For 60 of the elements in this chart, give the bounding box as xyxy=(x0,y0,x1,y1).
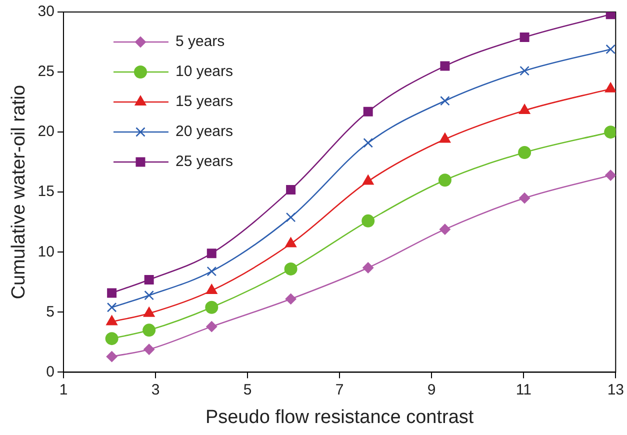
x-tick-label: 9 xyxy=(427,381,436,398)
point xyxy=(520,66,530,76)
legend-label: 25 years xyxy=(175,153,234,170)
point xyxy=(107,288,117,298)
point xyxy=(605,170,616,181)
legend-label: 5 years xyxy=(175,33,225,50)
y-tick-label: 10 xyxy=(38,243,54,260)
x-tick-label: 3 xyxy=(151,381,160,398)
point xyxy=(106,315,118,326)
x-tick-label: 7 xyxy=(335,381,344,398)
point xyxy=(144,290,154,300)
point xyxy=(363,138,373,148)
point xyxy=(606,44,616,54)
y-axis-title: Cumulative water-oil ratio xyxy=(8,84,30,300)
point xyxy=(604,126,616,139)
point xyxy=(518,146,532,159)
point xyxy=(105,332,118,346)
y-tick-label: 15 xyxy=(38,183,54,200)
x-tick-label: 5 xyxy=(243,381,252,398)
y-tick-label: 30 xyxy=(38,3,54,20)
point xyxy=(440,96,450,106)
point xyxy=(362,214,375,228)
point xyxy=(206,266,217,276)
point xyxy=(284,262,298,276)
point xyxy=(144,275,154,284)
point xyxy=(106,302,117,312)
point xyxy=(106,351,118,362)
point xyxy=(142,324,156,337)
point xyxy=(285,237,296,248)
point xyxy=(205,300,218,314)
point xyxy=(518,104,530,114)
point xyxy=(438,174,452,187)
x-tick-label: 13 xyxy=(607,381,624,398)
x-axis-title: Pseudo flow resistance contrast xyxy=(205,406,474,428)
point xyxy=(440,61,450,71)
point xyxy=(519,192,530,204)
point xyxy=(206,321,218,332)
y-tick-label: 20 xyxy=(38,123,54,140)
legend-label: 10 years xyxy=(175,63,234,80)
legend-label: 20 years xyxy=(175,123,234,140)
point xyxy=(604,82,616,92)
y-tick-label: 5 xyxy=(46,303,54,320)
point xyxy=(206,284,218,294)
x-tick-label: 1 xyxy=(59,381,68,398)
point xyxy=(285,293,296,304)
point xyxy=(520,32,530,42)
point xyxy=(439,132,451,143)
point xyxy=(286,184,296,194)
legend-label: 15 years xyxy=(175,93,234,110)
point xyxy=(362,262,374,274)
y-tick-label: 25 xyxy=(38,63,54,80)
point xyxy=(206,248,216,258)
point xyxy=(439,224,450,235)
point xyxy=(363,106,373,116)
point xyxy=(144,344,155,355)
x-tick-label: 11 xyxy=(516,381,532,398)
point xyxy=(143,306,155,317)
y-tick-label: 0 xyxy=(46,363,54,380)
point xyxy=(286,212,296,222)
point xyxy=(362,174,374,185)
